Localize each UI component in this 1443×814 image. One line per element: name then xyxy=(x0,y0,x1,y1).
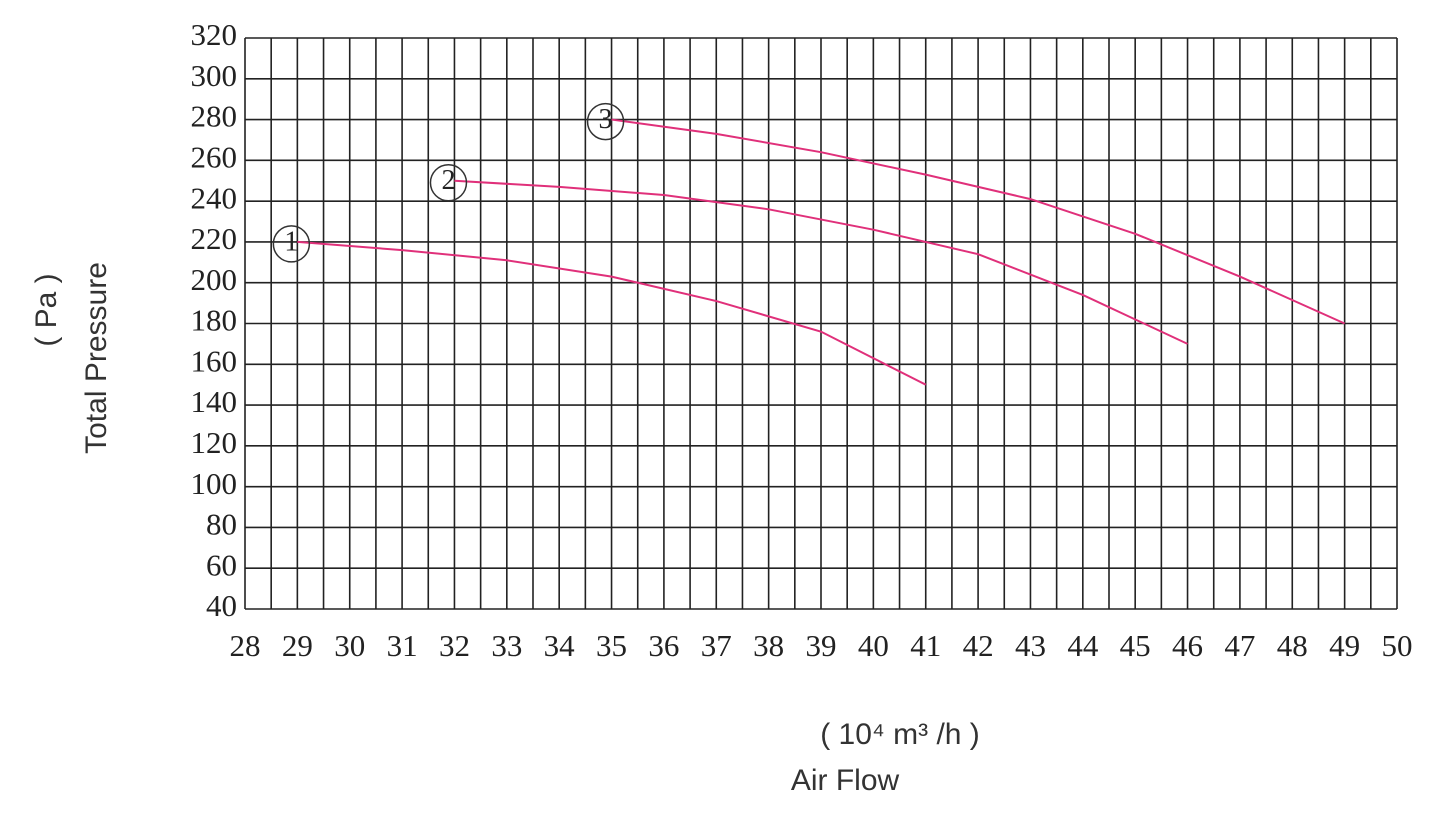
x-tick-label: 48 xyxy=(1277,628,1308,663)
y-tick-label: 240 xyxy=(191,180,238,215)
x-label: Air Flow xyxy=(791,764,900,797)
y-tick-label: 320 xyxy=(191,17,238,52)
y-tick-label: 220 xyxy=(191,221,238,256)
y-label: Total Pressure xyxy=(80,262,113,454)
x-tick-label: 41 xyxy=(910,628,941,663)
y-tick-label: 60 xyxy=(206,547,237,582)
curve-marker xyxy=(429,164,468,202)
x-tick-label: 39 xyxy=(806,628,837,663)
x-tick-label: 47 xyxy=(1224,628,1255,663)
x-tick-label: 28 xyxy=(230,628,261,663)
y-tick-label: 280 xyxy=(191,99,238,134)
y-tick-label: 140 xyxy=(191,384,238,419)
curve-label: 3 xyxy=(599,104,613,135)
y-tick-label: 180 xyxy=(191,303,238,338)
x-tick-label: 33 xyxy=(491,628,522,663)
x-tick-label: 35 xyxy=(596,628,627,663)
x-tick-label: 31 xyxy=(387,628,418,663)
y-tick-label: 100 xyxy=(191,466,238,501)
x-tick-label: 43 xyxy=(1015,628,1046,663)
y-tick-label: 160 xyxy=(191,343,238,378)
x-tick-label: 38 xyxy=(753,628,784,663)
curve-label: 2 xyxy=(441,165,455,196)
x-tick-label: 45 xyxy=(1120,628,1151,663)
y-tick-label: 260 xyxy=(191,139,238,174)
curve xyxy=(611,118,1346,325)
x-tick-label: 44 xyxy=(1067,628,1099,663)
x-tick-label: 32 xyxy=(439,628,470,663)
x-tick-label: 46 xyxy=(1172,628,1203,663)
y-tick-label: 200 xyxy=(191,262,238,297)
y-tick-label: 40 xyxy=(206,588,237,623)
x-tick-label: 40 xyxy=(858,628,889,663)
curve xyxy=(454,179,1188,345)
y-unit: ( Pa ) xyxy=(30,273,63,346)
y-tick-label: 120 xyxy=(191,425,238,460)
x-tick-label: 49 xyxy=(1329,628,1360,663)
x-unit: ( 10⁴ m³ /h ) xyxy=(820,718,980,751)
x-tick-label: 50 xyxy=(1382,628,1413,663)
curve xyxy=(297,240,927,386)
y-tick-label: 300 xyxy=(191,58,238,93)
x-tick-label: 36 xyxy=(648,628,679,663)
curve-marker xyxy=(272,225,311,263)
x-tick-label: 29 xyxy=(282,628,313,663)
x-tick-label: 42 xyxy=(963,628,994,663)
x-tick-label: 34 xyxy=(544,628,576,663)
y-tick-label: 80 xyxy=(206,507,237,542)
curve-marker xyxy=(586,102,625,141)
curve-label: 1 xyxy=(284,226,298,257)
x-tick-label: 30 xyxy=(334,628,365,663)
x-tick-label: 37 xyxy=(701,628,732,663)
